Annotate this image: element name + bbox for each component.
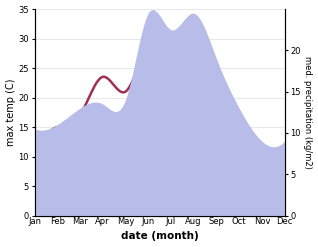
X-axis label: date (month): date (month) [121, 231, 198, 242]
Y-axis label: med. precipitation (kg/m2): med. precipitation (kg/m2) [303, 56, 313, 169]
Y-axis label: max temp (C): max temp (C) [5, 79, 16, 146]
